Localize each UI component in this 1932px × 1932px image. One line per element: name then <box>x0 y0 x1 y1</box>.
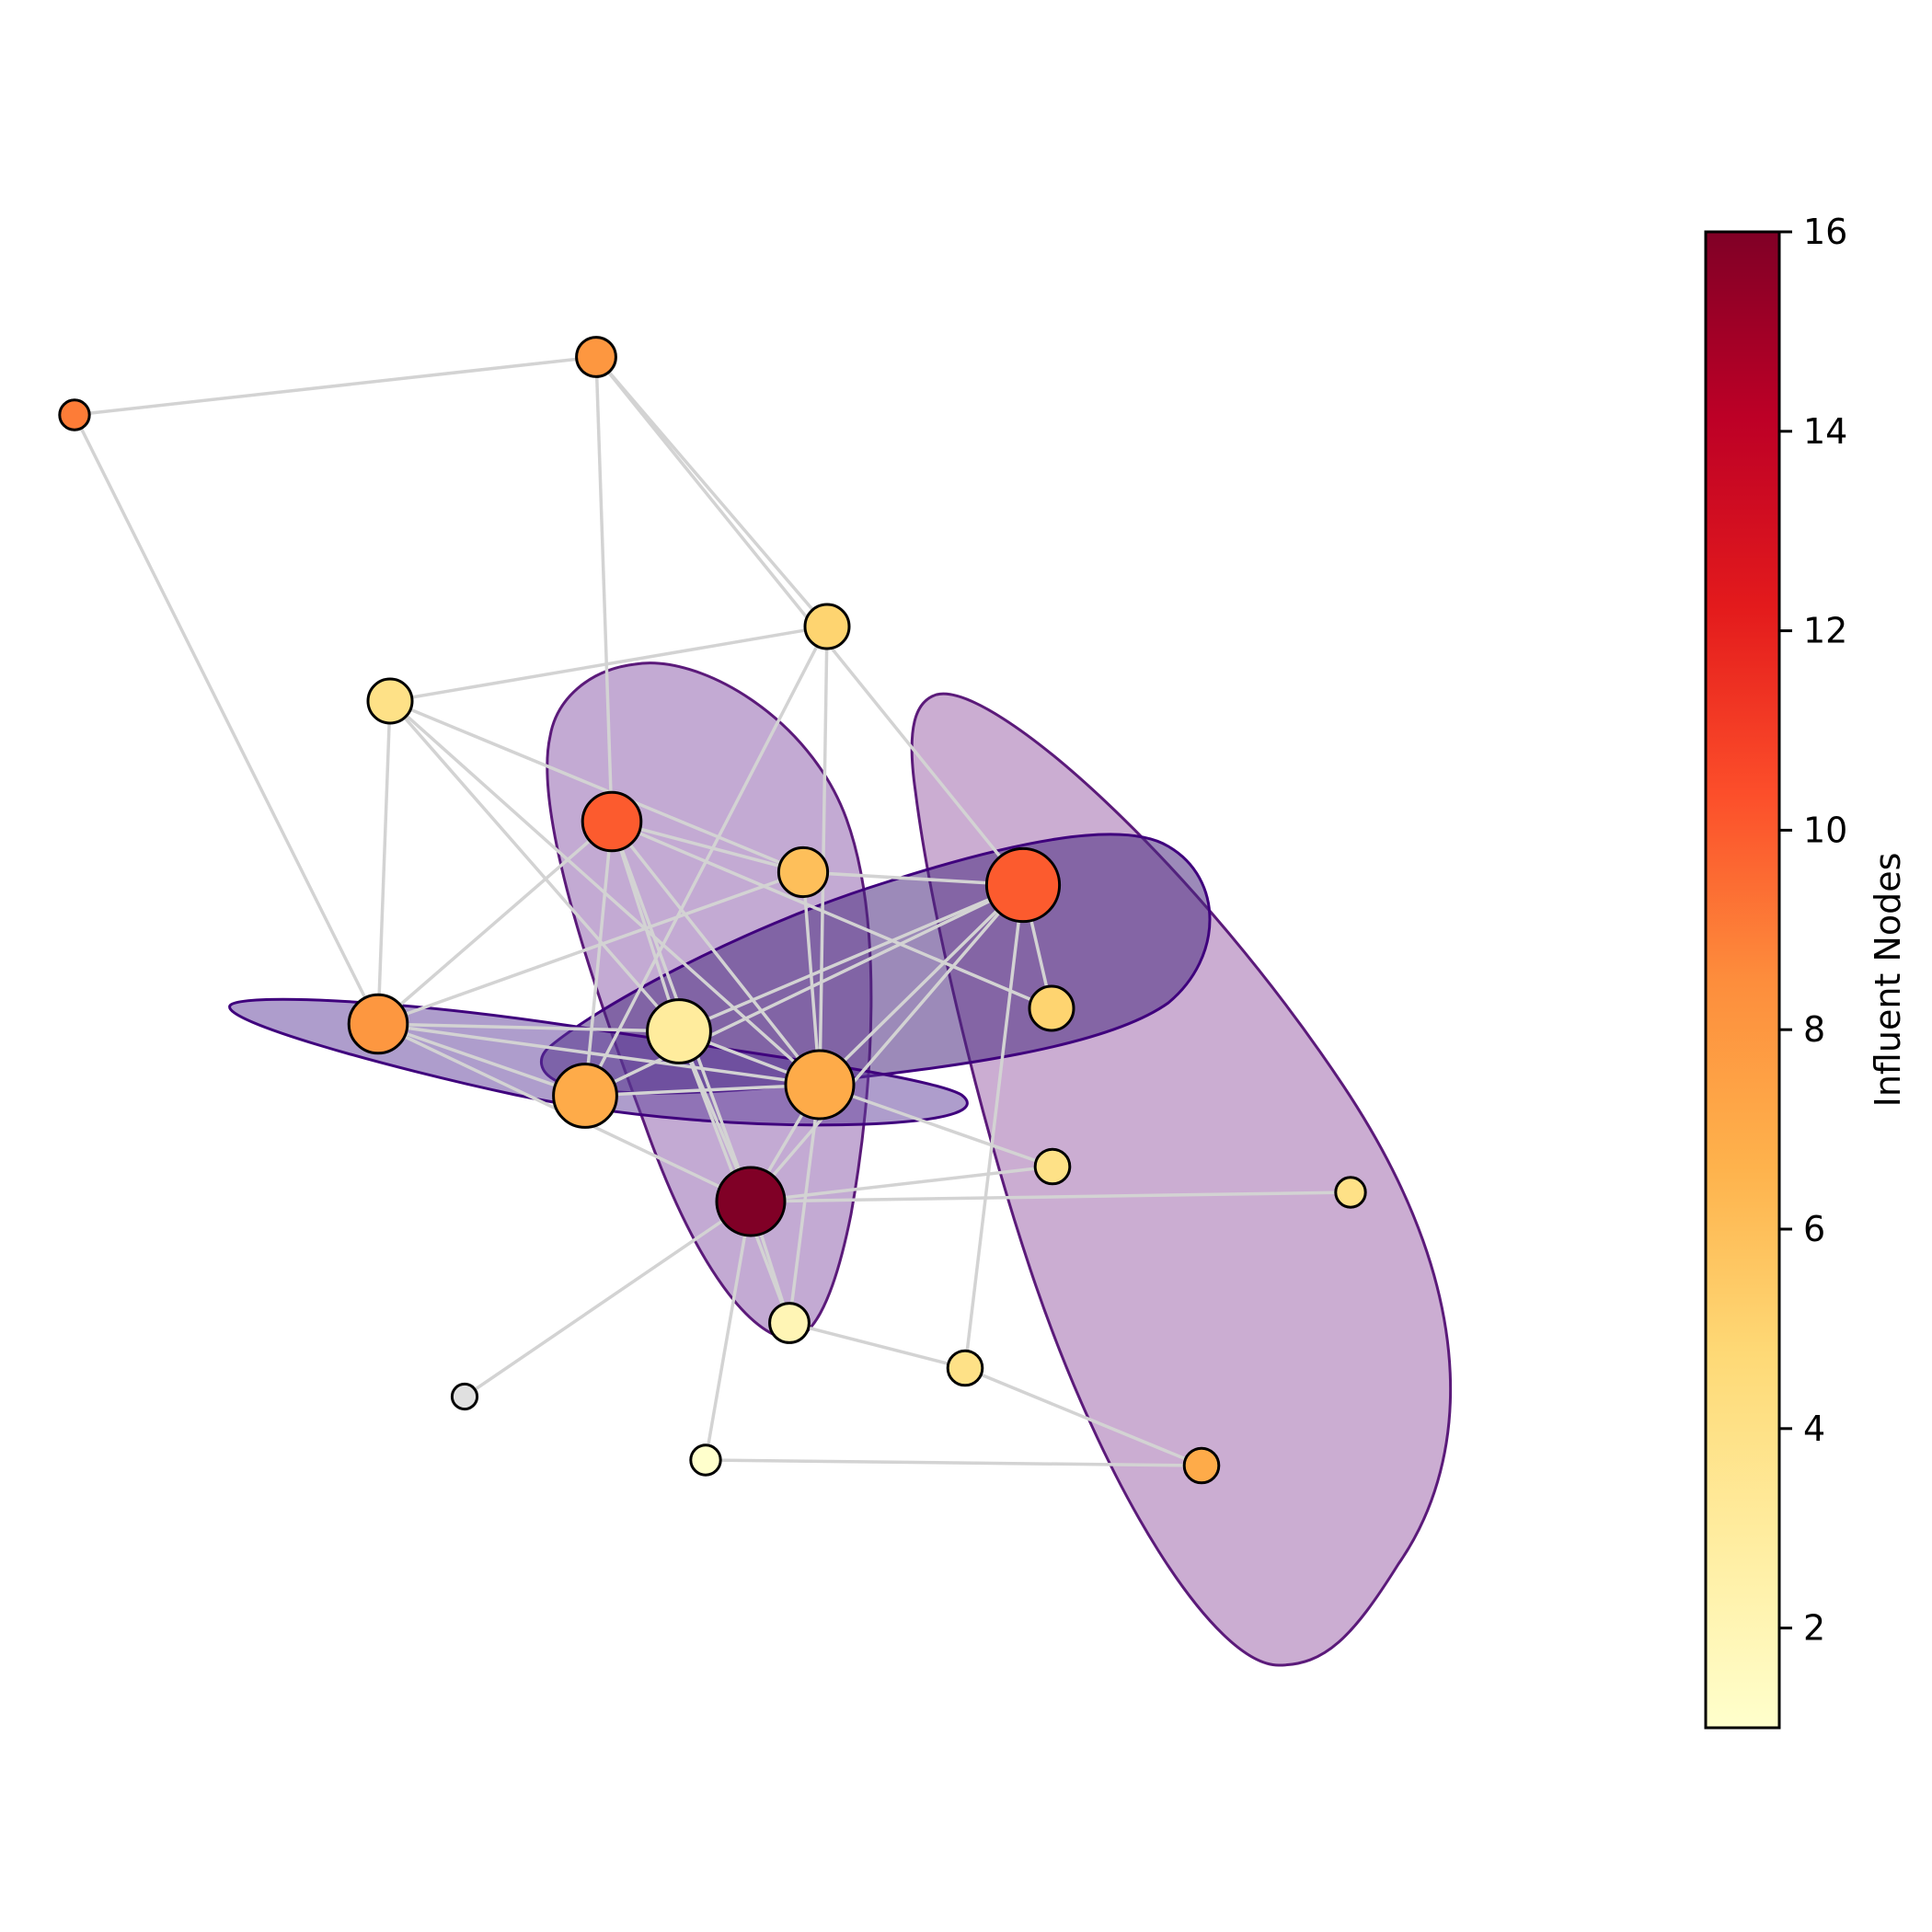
edge-n6-n9 <box>678 883 1024 1033</box>
edge-n18-n19 <box>705 1458 1202 1467</box>
edge-n14-n17 <box>464 1200 752 1398</box>
node-n17[interactable] <box>450 1382 479 1411</box>
node-n5[interactable] <box>776 845 830 899</box>
colorbar-ticks: 2 4 6 8 10 12 14 16 <box>1779 212 1847 1649</box>
nodes-layer <box>58 336 1367 1485</box>
node-n9[interactable] <box>646 998 712 1064</box>
edge-n4-n5 <box>611 820 804 874</box>
node-n13[interactable] <box>1334 1176 1367 1209</box>
node-n6[interactable] <box>984 846 1062 924</box>
node-n11[interactable] <box>784 1049 856 1121</box>
edge-n2-n11 <box>818 626 829 1086</box>
node-n0[interactable] <box>58 398 91 431</box>
edge-n6-n16 <box>963 884 1025 1369</box>
edge-n5-n11 <box>801 871 822 1086</box>
colorbar-tick-label: 16 <box>1803 212 1847 252</box>
edge-n12-n14 <box>750 1165 1053 1203</box>
edge-n2-n3 <box>389 625 828 703</box>
node-n1[interactable] <box>575 336 617 378</box>
edge-n16-n19 <box>964 1366 1202 1467</box>
node-n8[interactable] <box>347 993 409 1055</box>
edge-n4-n11 <box>610 820 822 1087</box>
node-n18[interactable] <box>689 1443 722 1477</box>
edge-n13-n14 <box>750 1190 1351 1203</box>
colorbar-label: Influent Nodes <box>1868 853 1908 1108</box>
node-n15[interactable] <box>768 1302 811 1344</box>
node-n14[interactable] <box>715 1166 787 1237</box>
node-n4[interactable] <box>581 790 643 853</box>
edge-n6-n10 <box>584 883 1024 1098</box>
colorbar-tick-label: 6 <box>1803 1209 1825 1249</box>
colorbar-tick-label: 14 <box>1803 411 1847 452</box>
edge-n6-n11 <box>818 883 1025 1087</box>
edge-n10-n11 <box>584 1083 821 1098</box>
colorbar: 2 4 6 8 10 12 14 16 Influent Nodes <box>1704 212 1908 1730</box>
edge-n4-n7 <box>611 820 1052 1010</box>
edge-n11-n15 <box>788 1084 822 1324</box>
node-n2[interactable] <box>803 603 851 650</box>
edge-n3-n5 <box>389 699 804 874</box>
edge-n8-n10 <box>377 1022 586 1098</box>
edge-n8-n11 <box>377 1022 821 1087</box>
colorbar-tick-label: 8 <box>1803 1009 1825 1050</box>
node-n3[interactable] <box>366 677 414 725</box>
community-hull-right <box>910 692 1453 1667</box>
colorbar-tick-label: 10 <box>1803 810 1847 850</box>
colorbar-tick-label: 4 <box>1803 1409 1825 1449</box>
colorbar-tick-label: 12 <box>1803 611 1847 651</box>
edge-n1-n4 <box>594 356 614 822</box>
community-hulls <box>228 661 1453 1667</box>
edge-n11-n12 <box>819 1083 1053 1168</box>
node-n19[interactable] <box>1182 1446 1221 1485</box>
edge-n14-n18 <box>704 1201 753 1461</box>
edge-n5-n8 <box>377 870 804 1026</box>
node-n12[interactable] <box>1033 1147 1072 1186</box>
edge-n4-n8 <box>376 820 614 1026</box>
edge-n6-n14 <box>749 883 1025 1203</box>
node-n16[interactable] <box>946 1349 984 1387</box>
edge-n4-n10 <box>583 821 614 1097</box>
edge-n15-n16 <box>788 1321 966 1370</box>
colorbar-tick-label: 2 <box>1803 1608 1825 1649</box>
node-n7[interactable] <box>1028 984 1075 1032</box>
edge-n0-n8 <box>73 414 380 1025</box>
community-hull-flat <box>228 997 969 1127</box>
node-n10[interactable] <box>552 1063 618 1129</box>
edge-n3-n8 <box>376 700 392 1025</box>
edge-n3-n9 <box>388 699 681 1033</box>
colorbar-gradient <box>1704 230 1781 1730</box>
edge-n1-n2 <box>594 355 829 628</box>
edge-n8-n9 <box>377 1022 680 1033</box>
edge-n0-n1 <box>74 355 597 417</box>
